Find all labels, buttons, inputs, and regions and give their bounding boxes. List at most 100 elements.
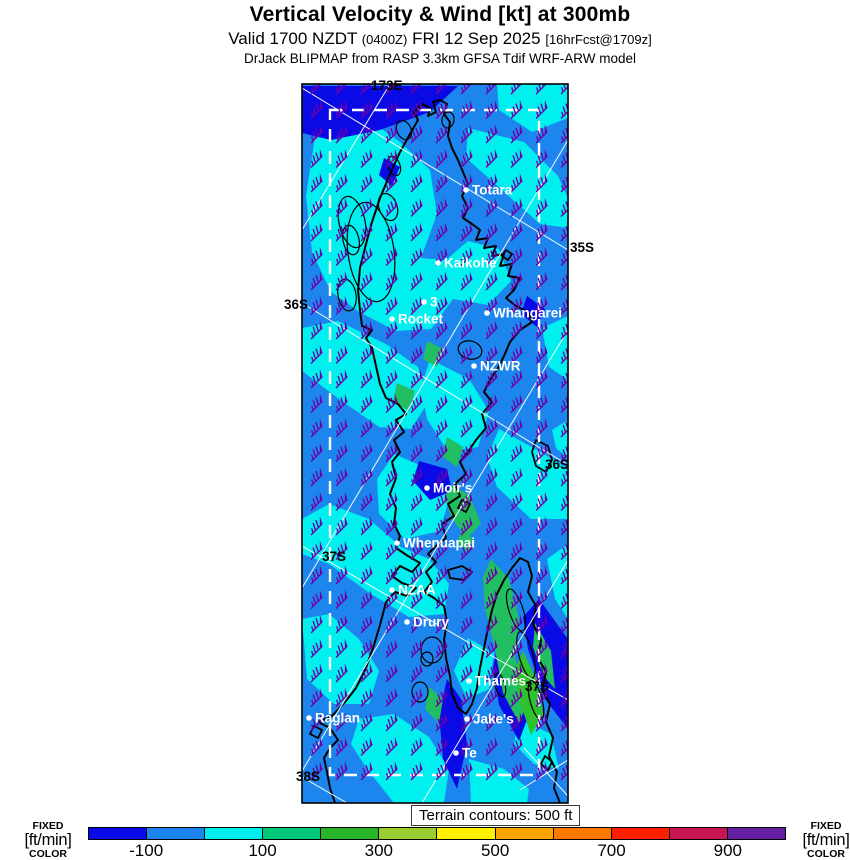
graticule-line bbox=[302, 329, 568, 772]
wind-barb bbox=[385, 99, 398, 119]
wind-barb bbox=[360, 712, 373, 732]
wind-barb bbox=[460, 344, 473, 364]
model-line: DrJack BLIPMAP from RASP 3.3km GFSA Tdif… bbox=[243, 51, 637, 66]
wind-barb bbox=[435, 565, 448, 585]
wind-barb bbox=[385, 761, 398, 781]
wind-barb bbox=[385, 491, 398, 511]
wind-barb bbox=[460, 761, 473, 781]
wind-barb bbox=[335, 246, 348, 266]
wind-barb bbox=[310, 418, 323, 438]
wind-barb bbox=[310, 369, 323, 389]
wind-barb bbox=[410, 761, 423, 781]
wind-barb bbox=[335, 393, 348, 413]
wind-barb bbox=[310, 540, 323, 560]
wind-barb bbox=[435, 173, 448, 193]
wind-barb bbox=[435, 589, 448, 609]
wind-barb bbox=[410, 736, 423, 756]
wind-barb bbox=[360, 124, 373, 144]
wind-barb bbox=[460, 393, 473, 413]
graticule-label: 35S bbox=[570, 240, 594, 255]
wind-barb bbox=[485, 173, 498, 193]
wind-barb bbox=[335, 344, 348, 364]
wind-barb bbox=[310, 393, 323, 413]
wind-barb bbox=[310, 124, 323, 144]
wind-barb bbox=[460, 540, 473, 560]
wind-barb bbox=[360, 736, 373, 756]
wind-barb bbox=[310, 614, 323, 634]
wind-barb bbox=[460, 516, 473, 536]
wind-barb bbox=[560, 446, 568, 462]
wind-barb bbox=[485, 84, 498, 95]
graticule-label: 37S bbox=[525, 679, 549, 694]
map-border bbox=[301, 83, 569, 804]
wind-barb bbox=[385, 614, 398, 634]
wind-barb bbox=[385, 736, 398, 756]
terrain-contour bbox=[441, 111, 455, 129]
wind-barb bbox=[335, 712, 348, 732]
wind-barb bbox=[360, 663, 373, 683]
wind-barb bbox=[335, 124, 348, 144]
wind-barb bbox=[535, 663, 548, 683]
wind-barb bbox=[410, 344, 423, 364]
wind-barb bbox=[535, 173, 548, 193]
wind-barb bbox=[335, 589, 348, 609]
wind-barb bbox=[385, 418, 398, 438]
wind-barb bbox=[385, 222, 398, 242]
wind-barb bbox=[485, 418, 498, 438]
site-label: Kaikohe bbox=[444, 256, 497, 271]
wind-barb bbox=[485, 99, 498, 119]
site-label: NZAA bbox=[398, 583, 436, 598]
wind-barb bbox=[435, 736, 448, 756]
wind-barb bbox=[460, 124, 473, 144]
wind-barb bbox=[360, 295, 373, 315]
wind-barb bbox=[435, 271, 448, 291]
wind-barb bbox=[560, 495, 568, 511]
wind-barb bbox=[560, 470, 568, 487]
graticule-line bbox=[519, 759, 568, 791]
wind-barb bbox=[335, 467, 348, 487]
wind-barb bbox=[335, 99, 348, 119]
wind-barb bbox=[460, 418, 473, 438]
colorbar-tick: 700 bbox=[597, 841, 626, 860]
wind-barb bbox=[335, 736, 348, 756]
wind-barb bbox=[485, 736, 498, 756]
wind-barb bbox=[410, 99, 423, 119]
wind-barb bbox=[485, 222, 498, 242]
color-label: COLOR bbox=[807, 848, 845, 860]
wind-barb bbox=[310, 148, 323, 168]
wind-barb bbox=[560, 201, 568, 217]
wind-barb bbox=[435, 84, 448, 95]
site-marker bbox=[389, 587, 395, 593]
wind-barb bbox=[360, 197, 373, 217]
wind-barb bbox=[535, 295, 548, 315]
wind-barb bbox=[385, 295, 398, 315]
wind-barb bbox=[485, 246, 498, 266]
wind-barb bbox=[385, 393, 398, 413]
wind-barb bbox=[560, 568, 568, 585]
wind-barb bbox=[310, 516, 323, 536]
wind-barb bbox=[460, 197, 473, 217]
wind-barb bbox=[385, 124, 398, 144]
site-label: Whenuapai bbox=[403, 536, 475, 551]
site-marker bbox=[404, 619, 410, 625]
wind-barb bbox=[510, 516, 523, 536]
wind-barb bbox=[485, 491, 498, 511]
wind-barb bbox=[335, 442, 348, 462]
terrain-contour bbox=[395, 119, 413, 141]
wind-barb bbox=[360, 491, 373, 511]
site-label: Whangarei bbox=[493, 306, 562, 321]
terrain-contour bbox=[516, 631, 536, 679]
wind-barb bbox=[310, 565, 323, 585]
wind-barb bbox=[460, 295, 473, 315]
wind-barb bbox=[560, 593, 568, 609]
colorbar-segment bbox=[378, 827, 438, 840]
wind-barb bbox=[410, 712, 423, 732]
wind-barb bbox=[410, 197, 423, 217]
wind-barb bbox=[560, 421, 568, 438]
colorbar-segment bbox=[204, 827, 264, 840]
wind-barb bbox=[335, 565, 348, 585]
wind-barb bbox=[510, 638, 523, 658]
colorbar-segment bbox=[494, 827, 554, 840]
map-layers bbox=[302, 84, 568, 803]
wind-barb bbox=[385, 712, 398, 732]
